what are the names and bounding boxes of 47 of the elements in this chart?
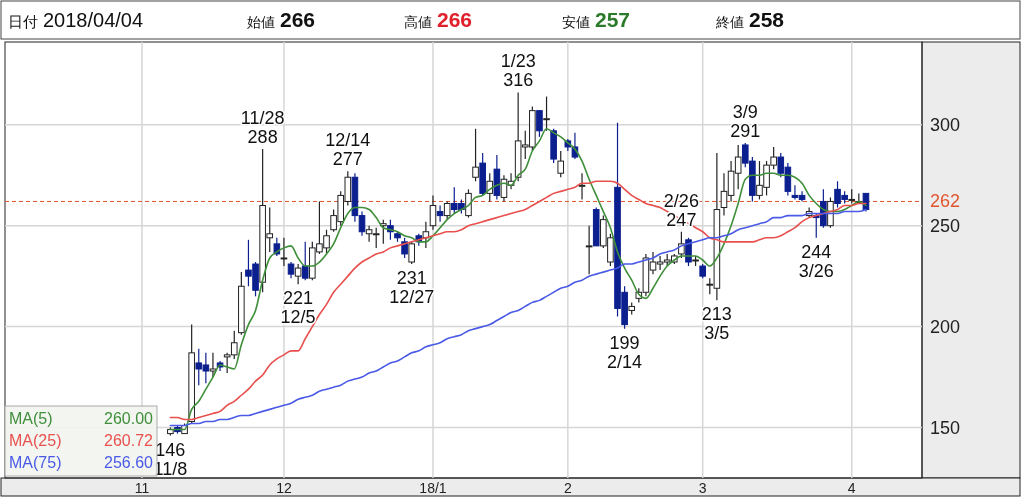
candlestick <box>536 110 543 138</box>
candlestick <box>429 194 437 231</box>
x-tick-label: 2 <box>563 480 572 496</box>
text: 終値 258 <box>715 8 785 31</box>
text: 始値 266 <box>247 8 316 31</box>
text: MA(75) <box>9 454 62 471</box>
text: 高値 266 <box>404 8 473 31</box>
annotation: 256.60 <box>104 454 154 471</box>
candlestick <box>557 150 565 178</box>
annotation: 146 11/8 <box>153 439 188 479</box>
annotation: 12/14 277 <box>325 130 371 170</box>
text: MA(25) <box>9 432 62 449</box>
ref-line-label: 262 <box>930 191 961 212</box>
text: 日付 2018/04/04 <box>8 9 144 31</box>
y-tick-label: 150 <box>930 417 961 438</box>
annotation: 260.00 <box>104 410 154 427</box>
candlestick <box>585 225 593 275</box>
text: 安値 257 <box>562 8 631 31</box>
y-tick-label: 250 <box>930 215 961 236</box>
candlestick <box>578 172 586 201</box>
x-tick-label: 4 <box>847 480 856 496</box>
candlestick <box>209 352 217 378</box>
candlestick <box>301 241 309 281</box>
candlestick <box>543 95 550 132</box>
x-tick-label: 18/1 <box>419 480 447 496</box>
candlestick <box>465 188 472 219</box>
candlestick <box>422 221 430 249</box>
x-tick-label: 3 <box>698 480 707 496</box>
x-tick-label: 11 <box>134 480 150 496</box>
annotation: 3/9 291 <box>730 101 761 141</box>
annotation: 213 3/5 <box>701 304 732 344</box>
candlestick <box>280 237 288 267</box>
candlestick <box>443 200 451 221</box>
candlestick <box>436 204 444 223</box>
annotation: 1/23 316 <box>500 51 536 91</box>
annotation: 199 2/14 <box>607 332 643 372</box>
y-tick-label: 200 <box>930 316 961 337</box>
annotation: 231 12/27 <box>389 268 435 308</box>
annotation: 11/28 288 <box>240 107 285 147</box>
candlestick <box>294 263 302 285</box>
candlestick <box>472 128 479 182</box>
x-tick-label: 12 <box>276 480 292 496</box>
y-tick-label: 300 <box>930 114 961 135</box>
text: MA(5) <box>9 410 53 427</box>
annotation: 260.72 <box>104 432 154 449</box>
annotation: 221 12/5 <box>280 288 316 328</box>
annotation: 244 3/26 <box>798 241 834 281</box>
